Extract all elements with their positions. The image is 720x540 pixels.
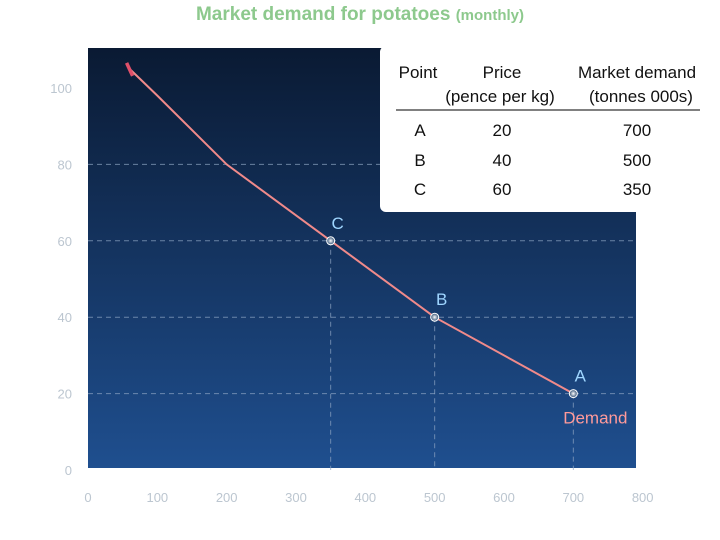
y-tick-label: 60 — [58, 234, 72, 249]
demand-curve-layer — [125, 62, 574, 395]
guide-lines — [88, 163, 636, 470]
point-label-a: A — [575, 367, 587, 386]
table-cell: 20 — [493, 121, 512, 140]
table-cell: 700 — [623, 121, 651, 140]
table-header: Market demand — [578, 63, 696, 82]
point-marker-c — [326, 236, 336, 246]
table-subheader: (pence per kg) — [445, 87, 555, 106]
x-tick-label: 600 — [493, 490, 515, 505]
x-axis-ticks: 0 100 200 300 400 500 600 700 800 — [84, 490, 653, 505]
x-tick-label: 500 — [424, 490, 446, 505]
table-cell: 60 — [493, 180, 512, 199]
curve-start-marker — [125, 62, 135, 77]
y-tick-label: 80 — [58, 157, 72, 172]
x-tick-label: 100 — [146, 490, 168, 505]
table-cell: 500 — [623, 151, 651, 170]
y-axis-ticks: 0 20 40 60 80 100 — [50, 81, 72, 478]
chart-title-sub: (monthly) — [455, 7, 525, 24]
labeled-points-layer: A B C Demand — [326, 214, 627, 428]
table-header: Price — [483, 63, 522, 82]
table-cell: C — [414, 180, 426, 199]
x-tick-label: 700 — [562, 490, 584, 505]
x-tick-label: 800 — [632, 490, 654, 505]
point-marker-a — [568, 389, 578, 399]
chart-title-main: Market demand for potatoes — [195, 4, 451, 25]
y-tick-label: 20 — [58, 387, 72, 402]
x-tick-label: 200 — [216, 490, 238, 505]
table-cell: B — [414, 151, 425, 170]
x-tick-label: 300 — [285, 490, 307, 505]
table-cell: 350 — [623, 180, 651, 199]
table-background — [380, 46, 718, 212]
y-tick-label: 100 — [50, 81, 72, 96]
y-tick-label: 40 — [58, 310, 72, 325]
y-tick-label: 0 — [65, 463, 72, 478]
point-label-b: B — [436, 290, 447, 309]
chart-title: Market demand for potatoes (monthly) — [0, 4, 720, 26]
table-header: Point — [399, 63, 438, 82]
table-cell: 40 — [493, 151, 512, 170]
curve-label: Demand — [563, 409, 627, 428]
x-tick-label: 400 — [354, 490, 376, 505]
point-marker-b — [430, 312, 440, 322]
point-label-c: C — [332, 214, 344, 233]
table-cell: A — [414, 121, 426, 140]
table-subheader: (tonnes 000s) — [589, 87, 693, 106]
demand-curve — [128, 68, 574, 395]
data-table: Point Price Market demand (pence per kg) (to… — [380, 46, 718, 212]
x-tick-label: 0 — [84, 490, 91, 505]
